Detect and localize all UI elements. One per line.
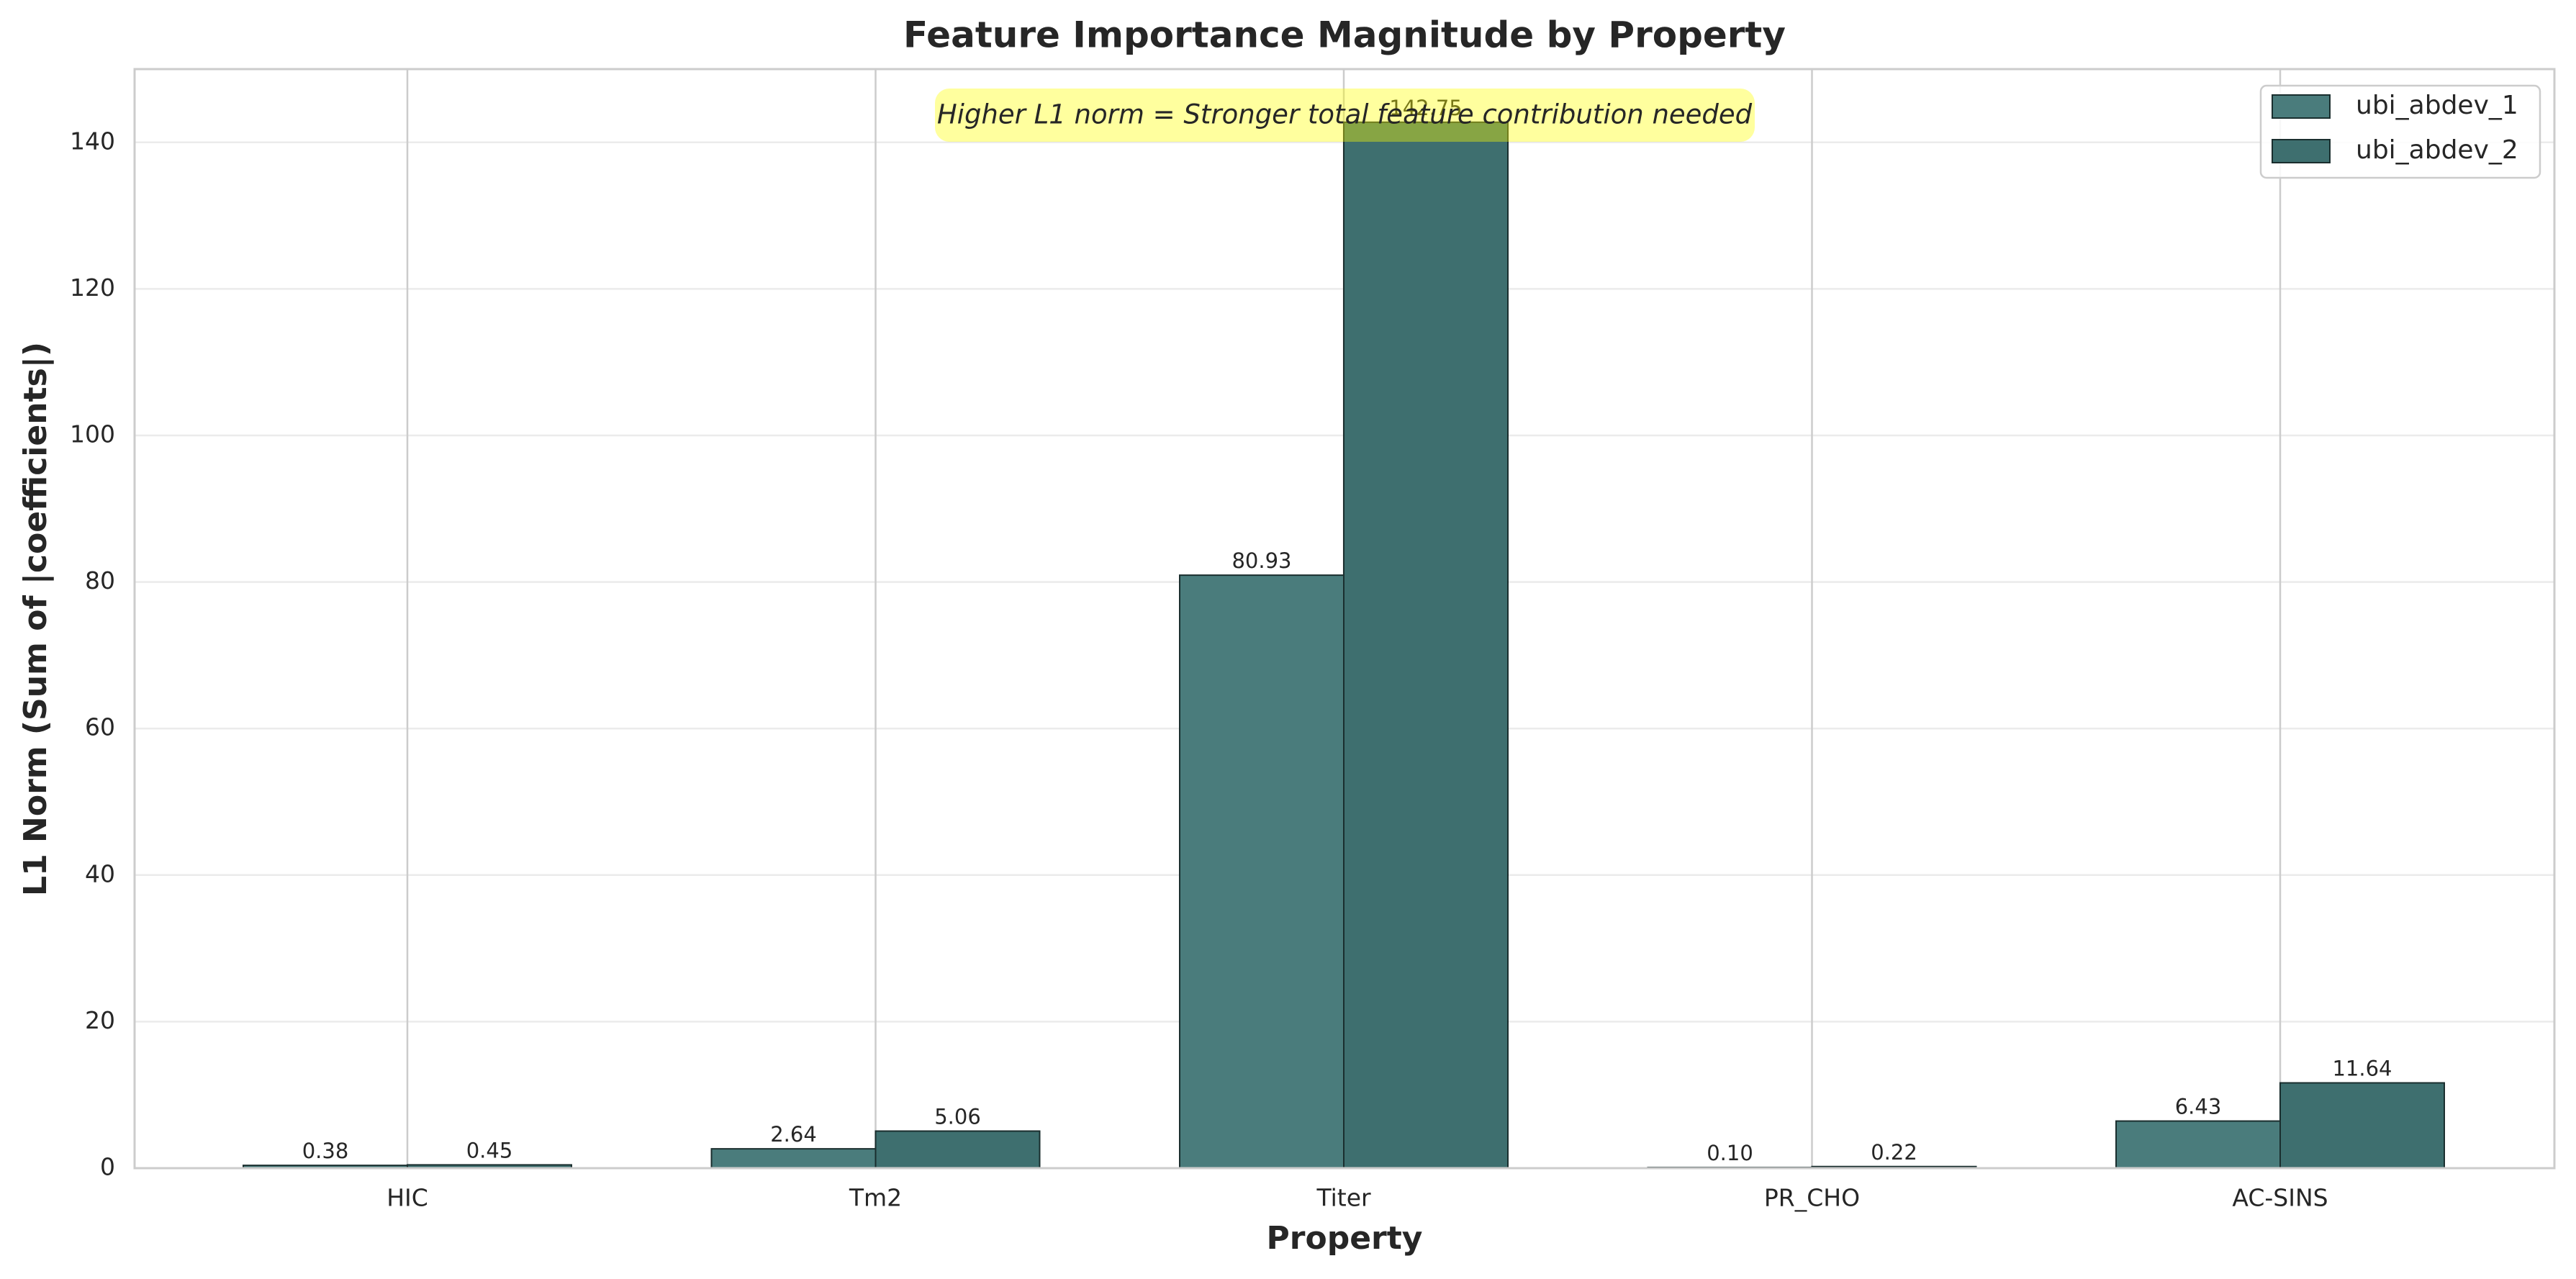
value-label: 6.43 xyxy=(2175,1095,2222,1119)
y-axis-label: L1 Norm (Sum of |coefficients|) xyxy=(17,342,54,896)
legend-label: ubi_abdev_2 xyxy=(2356,135,2518,165)
y-tick-label: 0 xyxy=(100,1153,115,1181)
bar xyxy=(710,1148,877,1169)
y-tick-label: 80 xyxy=(85,566,115,595)
value-label: 2.64 xyxy=(770,1122,817,1147)
y-tick-label: 100 xyxy=(70,420,115,448)
bar xyxy=(2115,1120,2281,1169)
x-tick-label: Tm2 xyxy=(849,1184,902,1212)
y-tick-label: 140 xyxy=(70,127,115,155)
x-tick-label: Titer xyxy=(1316,1184,1371,1212)
value-label: 80.93 xyxy=(1231,548,1291,573)
plot-frame xyxy=(133,68,2556,1170)
x-tick-label: HIC xyxy=(387,1184,428,1212)
value-label: 0.45 xyxy=(466,1138,513,1162)
x-axis-label: Property xyxy=(1267,1220,1423,1257)
y-tick-label: 20 xyxy=(85,1006,115,1034)
bar xyxy=(875,1130,1041,1170)
legend-label: ubi_abdev_1 xyxy=(2356,91,2518,120)
chart-title: Feature Importance Magnitude by Property xyxy=(903,14,1786,56)
y-tick-label: 60 xyxy=(85,713,115,741)
value-label: 0.10 xyxy=(1707,1141,1753,1165)
value-label: 5.06 xyxy=(934,1104,981,1129)
bar xyxy=(1343,121,1509,1169)
value-label: 0.22 xyxy=(1871,1140,1917,1165)
value-label: 11.64 xyxy=(2332,1057,2392,1081)
y-tick-label: 120 xyxy=(70,274,115,302)
value-label: 0.38 xyxy=(302,1139,349,1163)
annotation: Higher L1 norm = Stronger total feature … xyxy=(937,99,1753,130)
x-tick-label: PR_CHO xyxy=(1764,1184,1860,1212)
bar xyxy=(1179,574,1345,1169)
bar xyxy=(2279,1082,2445,1169)
x-tick-label: AC-SINS xyxy=(2232,1184,2328,1212)
legend-swatch xyxy=(2272,139,2331,163)
y-tick-label: 40 xyxy=(85,859,115,887)
value-label: 142.75 xyxy=(1389,96,1462,120)
annotation-box xyxy=(935,89,1755,142)
legend-swatch xyxy=(2272,94,2331,119)
